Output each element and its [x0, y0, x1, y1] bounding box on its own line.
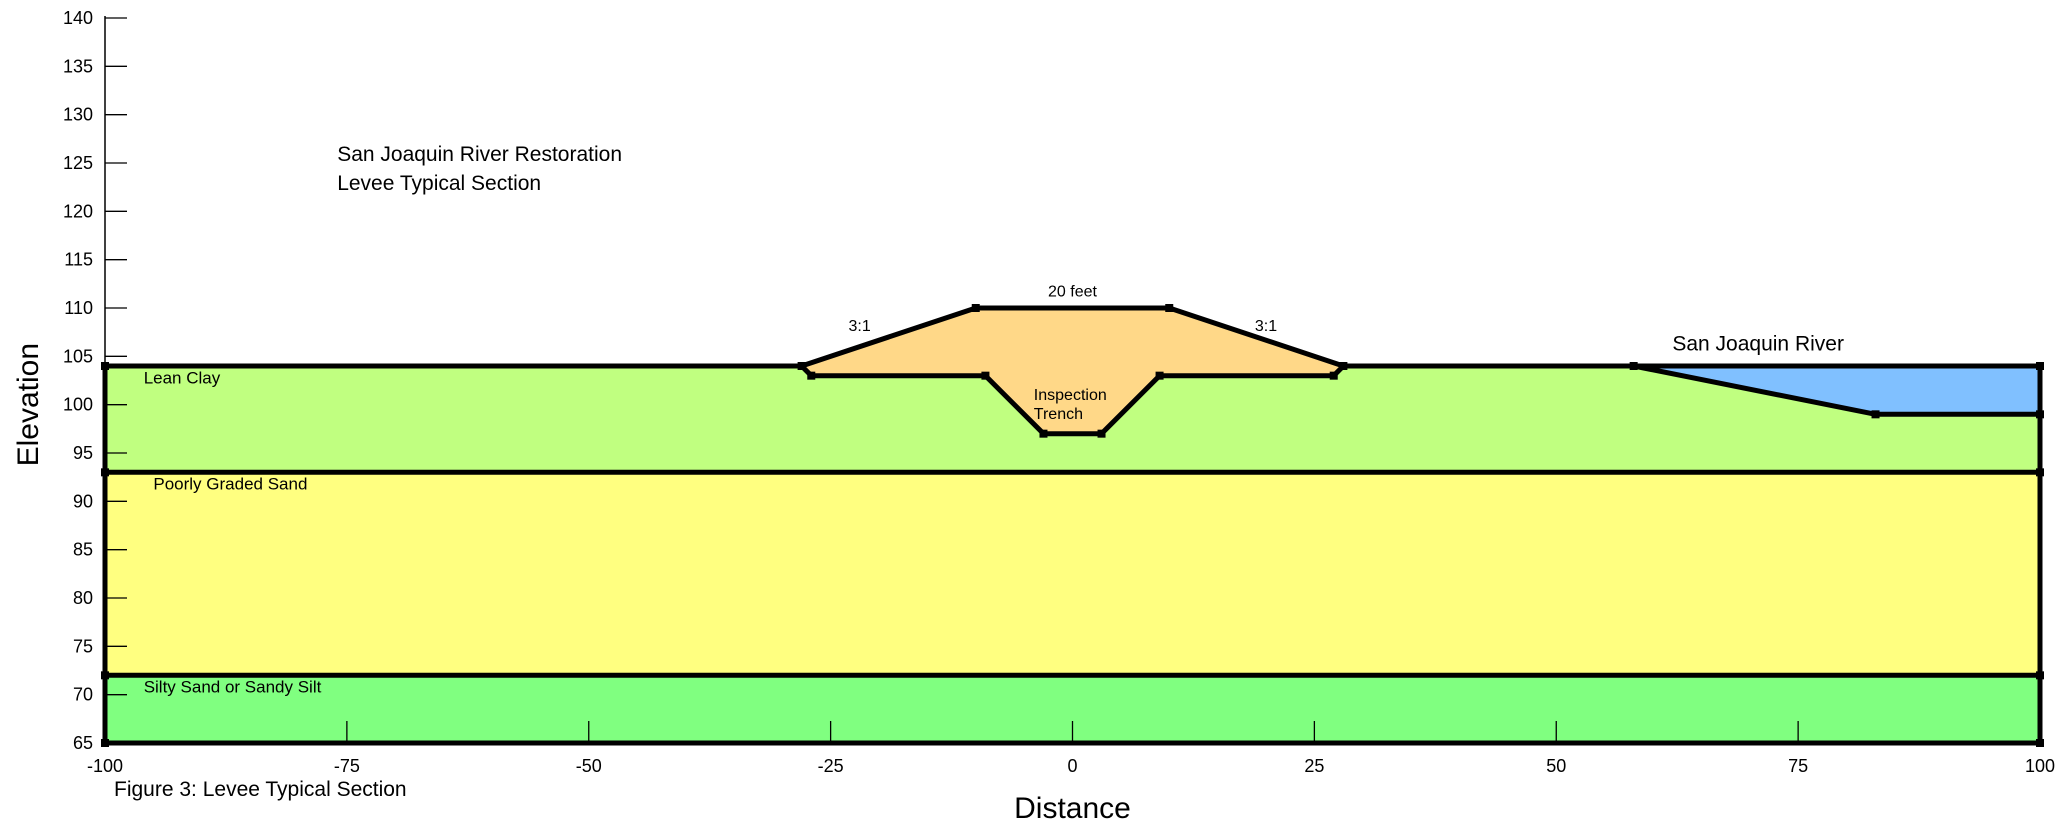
region-label-silty-sand: Silty Sand or Sandy Silt: [144, 678, 322, 697]
annotation-slope-left: 3:1: [849, 318, 871, 335]
x-tick-label--50: -50: [576, 756, 602, 776]
axes: 65 70 75 80 85 90 95 100 105 110 115 120 125 130 135 14…: [63, 8, 2055, 776]
vertex-marker-14: [1329, 371, 1338, 380]
vertex-marker-16: [1039, 429, 1048, 438]
region-lean-clay: [105, 366, 2040, 473]
vertex-marker-7: [2036, 671, 2044, 680]
annotation-slope-right: 3:1: [1255, 318, 1277, 335]
y-tick-label-135: 135: [63, 56, 93, 76]
x-axis-title: Distance: [1014, 792, 1131, 825]
vertex-marker-9: [797, 362, 806, 370]
x-tick-label-50: 50: [1546, 756, 1566, 776]
vertex-marker-5: [2036, 410, 2044, 419]
boundary-line-6: [798, 362, 1347, 437]
vertex-marker-20: [1871, 410, 1880, 419]
x-tick-label-100: 100: [2025, 756, 2055, 776]
chart-labels: San Joaquin River Restoration Levee Typi…: [12, 143, 1844, 825]
y-tick-label-95: 95: [73, 443, 93, 463]
y-tick-label-140: 140: [63, 8, 93, 28]
x-tick-label-75: 75: [1788, 756, 1808, 776]
figure-caption: Figure 3: Levee Typical Section: [114, 778, 407, 801]
y-tick-label-100: 100: [63, 395, 93, 415]
chart-title-line-1: San Joaquin River Restoration: [337, 143, 622, 166]
vertex-marker-12: [1165, 304, 1174, 312]
annotation-river: San Joaquin River: [1672, 333, 1844, 356]
region-levee-fill: [801, 308, 1344, 434]
vertex-marker-10: [807, 371, 816, 380]
vertex-marker-15: [981, 371, 990, 380]
region-poorly-graded-sand: [105, 472, 2040, 676]
y-tick-label-130: 130: [63, 105, 93, 125]
y-tick-label-80: 80: [73, 588, 93, 608]
y-tick-label-115: 115: [64, 250, 93, 270]
vertex-marker-11: [971, 304, 980, 312]
y-tick-label-70: 70: [73, 685, 93, 705]
vertex-marker-18: [1155, 371, 1164, 380]
y-tick-label-75: 75: [73, 636, 93, 656]
vertex-marker-17: [1097, 429, 1106, 438]
vertex-marker-13: [1339, 362, 1348, 370]
y-tick-label-85: 85: [73, 540, 93, 560]
annotation-crest-width: 20 feet: [1048, 283, 1097, 300]
annotation-trench: Trench: [1034, 406, 1083, 423]
x-tick-label-0: 0: [1067, 756, 1077, 776]
vertex-marker-4: [2036, 362, 2044, 370]
y-tick-label-90: 90: [73, 491, 93, 511]
region-label-poorly-graded-sand: Poorly Graded Sand: [153, 475, 307, 494]
y-tick-label-110: 110: [64, 298, 93, 318]
y-axis-title: Elevation: [12, 343, 45, 466]
x-tick-label--75: -75: [334, 756, 360, 776]
chart-title-line-2: Levee Typical Section: [337, 172, 541, 195]
x-tick-label-25: 25: [1304, 756, 1324, 776]
y-tick-label-125: 125: [63, 153, 93, 173]
y-tick-label-65: 65: [73, 733, 93, 753]
vertex-marker-6: [2036, 468, 2044, 477]
vertex-marker-19: [1629, 362, 1638, 370]
annotation-inspection: Inspection: [1034, 387, 1107, 404]
y-tick-label-105: 105: [63, 346, 93, 366]
region-label-lean-clay: Lean Clay: [144, 368, 221, 387]
y-tick-label-120: 120: [63, 201, 93, 221]
region-river-water: [1633, 366, 2040, 415]
x-tick-label--25: -25: [818, 756, 844, 776]
x-tick-label--100: -100: [87, 756, 123, 776]
